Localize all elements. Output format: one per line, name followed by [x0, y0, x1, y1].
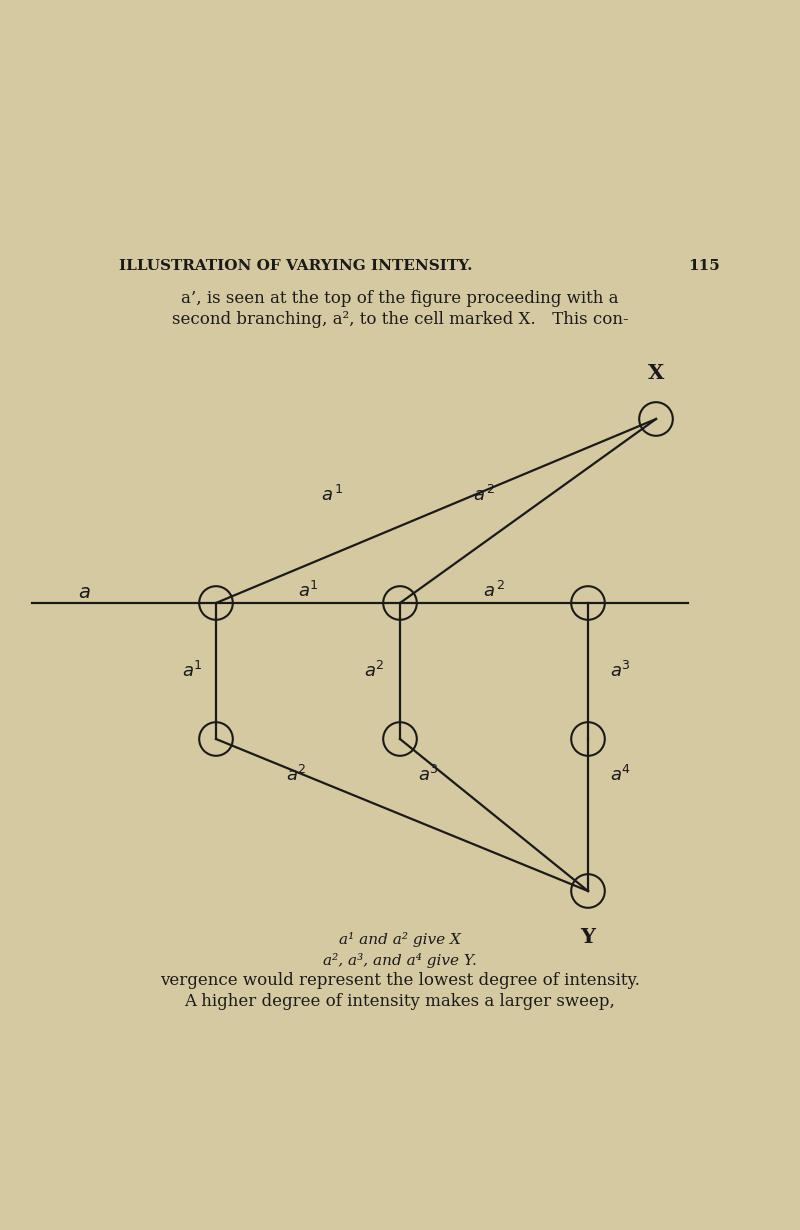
Text: a¹ and a² give X: a¹ and a² give X [339, 932, 461, 947]
Text: vergence would represent the lowest degree of intensity.: vergence would represent the lowest degr… [160, 972, 640, 989]
Text: $a^{\,2}$: $a^{\,2}$ [473, 485, 495, 506]
Text: a², a³, and a⁴ give Y.: a², a³, and a⁴ give Y. [323, 953, 477, 968]
Text: A higher degree of intensity makes a larger sweep,: A higher degree of intensity makes a lar… [185, 993, 615, 1010]
Text: $a^1$: $a^1$ [298, 581, 318, 601]
Text: $a^2$: $a^2$ [364, 661, 385, 681]
Text: $a^3$: $a^3$ [418, 765, 438, 785]
Text: $a^{\,1}$: $a^{\,1}$ [321, 485, 343, 506]
Text: 115: 115 [688, 260, 720, 273]
Text: ILLUSTRATION OF VARYING INTENSITY.: ILLUSTRATION OF VARYING INTENSITY. [119, 260, 473, 273]
Text: X: X [648, 363, 664, 383]
Text: $a^2$: $a^2$ [286, 765, 306, 785]
Text: a’, is seen at the top of the figure proceeding with a: a’, is seen at the top of the figure pro… [182, 290, 618, 306]
Text: $a^4$: $a^4$ [610, 765, 630, 785]
Text: $a^3$: $a^3$ [610, 661, 630, 681]
Text: Y: Y [581, 927, 595, 947]
Text: $a$: $a$ [78, 583, 90, 601]
Text: second branching, a², to the cell marked X. This con-: second branching, a², to the cell marked… [172, 311, 628, 328]
Text: $a^1$: $a^1$ [182, 661, 202, 681]
Text: $a^{\,2}$: $a^{\,2}$ [483, 581, 506, 601]
